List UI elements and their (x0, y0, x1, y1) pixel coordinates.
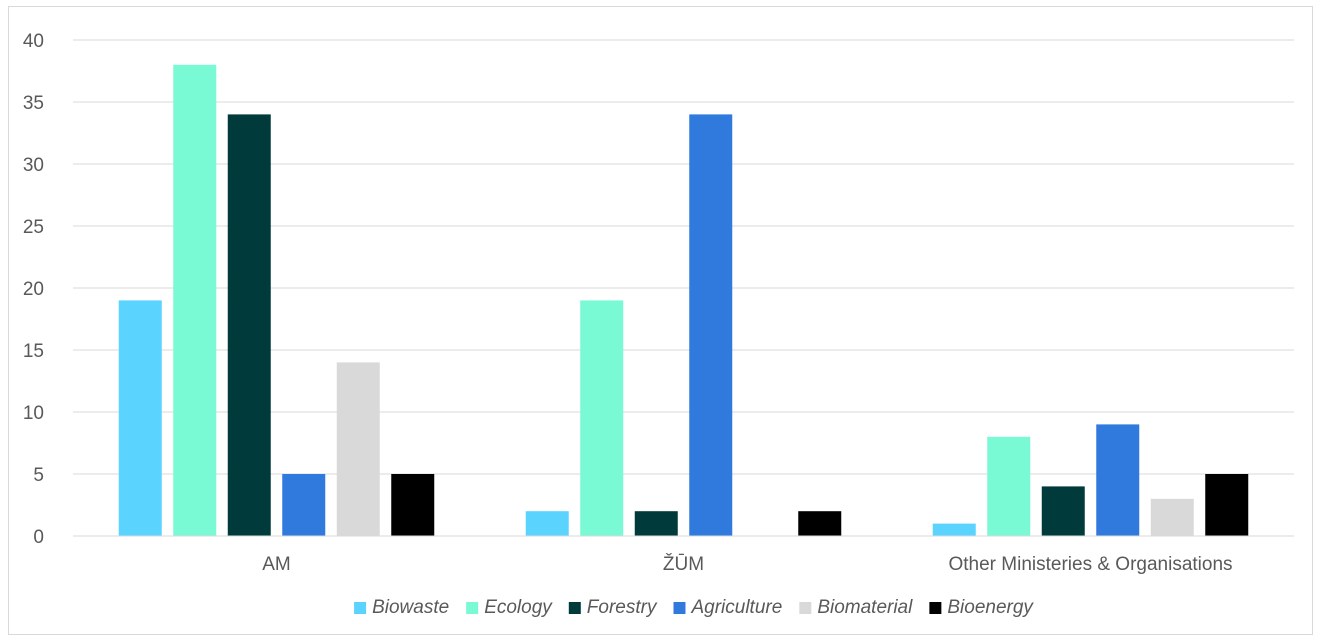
bar-bioenergy-1 (391, 474, 435, 536)
legend-item-forestry: Forestry (568, 597, 658, 618)
bar-bioenergy-3 (1205, 474, 1249, 536)
x-category-label: Other Ministeries & Organisations (948, 554, 1232, 575)
legend-swatch (466, 602, 479, 614)
legend-swatch (568, 602, 581, 614)
bar-agriculture-1 (282, 474, 326, 536)
y-tick-label: 10 (23, 403, 44, 424)
legend: Biowaste Ecology Forestry Agriculture Biomat… (354, 597, 1034, 618)
x-axis-categories: AM ŽŪM Other Ministeries & Organisations (262, 553, 1232, 575)
bar-biowaste-3 (932, 523, 976, 536)
bar-agriculture-2 (689, 114, 733, 537)
bar-biomaterial-1 (336, 362, 380, 536)
legend-label: Bioenergy (947, 597, 1034, 618)
bar-biowaste-2 (525, 511, 569, 536)
legend-swatch (929, 602, 942, 614)
y-tick-label: 35 (23, 93, 44, 114)
bar-forestry-3 (1041, 486, 1085, 536)
legend-label: Agriculture (690, 597, 782, 618)
x-category-label: AM (262, 554, 291, 575)
bar-ecology-2 (580, 300, 624, 536)
legend-item-biomaterial: Biomaterial (799, 597, 913, 618)
y-tick-label: 20 (23, 279, 44, 300)
bar-agriculture-3 (1096, 424, 1140, 536)
x-category-label: ŽŪM (663, 553, 704, 575)
legend-item-bioenergy: Bioenergy (929, 597, 1034, 618)
bar-biowaste-1 (118, 300, 162, 536)
legend-swatch (354, 602, 367, 614)
bar-forestry-1 (227, 114, 271, 537)
gridlines (73, 39, 1294, 475)
y-tick-label: 30 (23, 155, 44, 176)
y-tick-label: 5 (33, 465, 44, 486)
bars (118, 64, 1249, 537)
bar-bioenergy-2 (798, 511, 842, 536)
y-axis-ticks: 0 5 10 15 20 25 30 35 40 (23, 31, 44, 548)
legend-label: Biowaste (372, 597, 449, 618)
bar-forestry-2 (634, 511, 678, 536)
y-tick-label: 40 (23, 31, 44, 52)
y-tick-label: 0 (33, 527, 44, 548)
y-tick-label: 15 (23, 341, 44, 362)
legend-item-biowaste: Biowaste (354, 597, 449, 618)
bar-ecology-3 (987, 436, 1031, 536)
bar-ecology-1 (173, 64, 217, 537)
bar-biomaterial-3 (1150, 498, 1194, 536)
legend-label: Biomaterial (817, 597, 913, 618)
legend-label: Forestry (587, 597, 658, 618)
legend-item-agriculture: Agriculture (673, 597, 782, 618)
legend-swatch (673, 602, 686, 614)
legend-swatch (799, 602, 812, 614)
legend-item-ecology: Ecology (466, 597, 553, 618)
y-tick-label: 25 (23, 217, 44, 238)
legend-label: Ecology (484, 597, 553, 618)
